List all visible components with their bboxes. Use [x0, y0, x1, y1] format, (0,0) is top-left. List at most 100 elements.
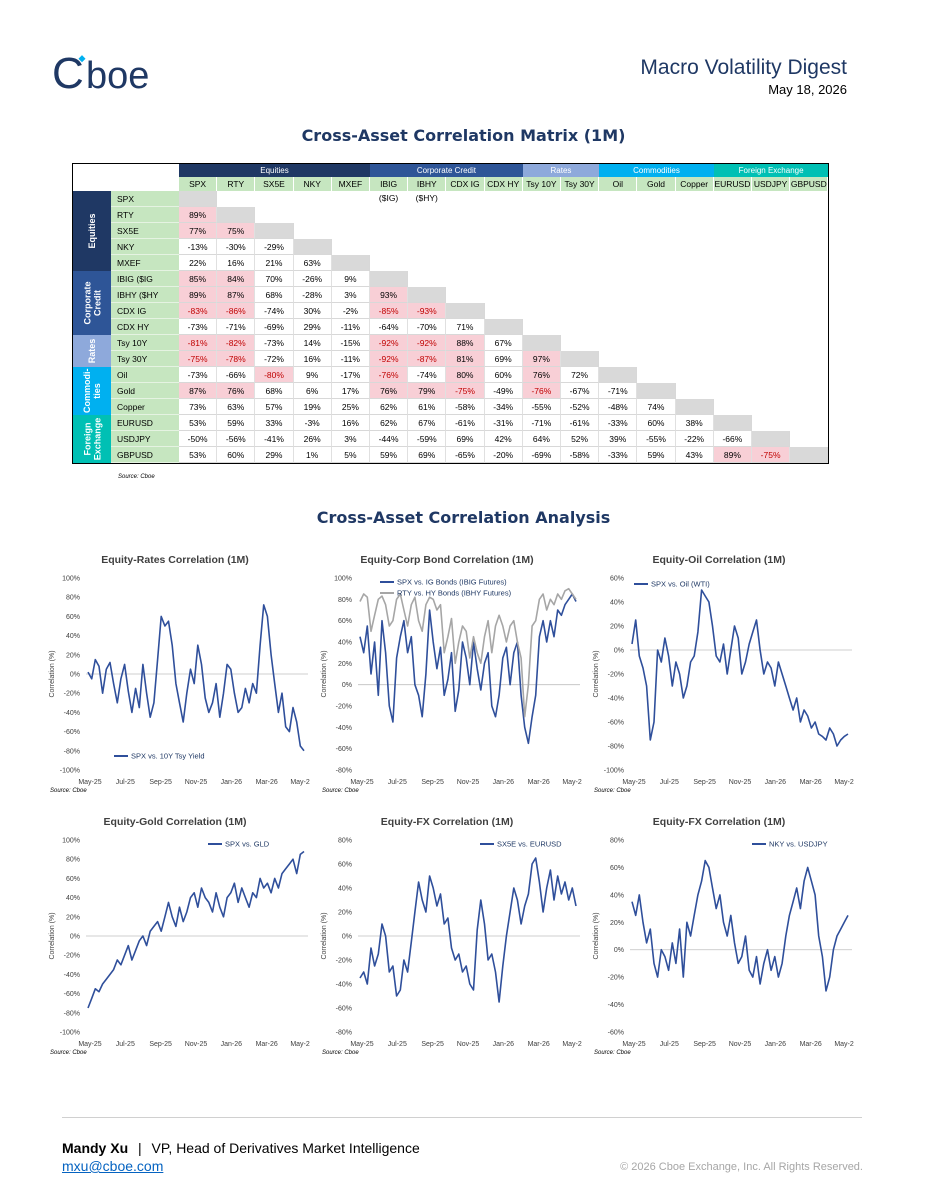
matrix-diagonal-cell — [561, 351, 600, 367]
y-tick-label: -60% — [336, 746, 352, 753]
group-header: Corporate Credit — [370, 164, 523, 177]
matrix-empty-cell — [676, 319, 714, 335]
matrix-cell: -61% — [446, 415, 485, 431]
column-header: CDX HY — [484, 177, 523, 191]
matrix-empty-cell — [561, 303, 599, 319]
matrix-empty-cell — [676, 287, 714, 303]
matrix-cell: 1% — [293, 447, 332, 463]
matrix-empty-cell — [714, 319, 752, 335]
matrix-cell: -52% — [561, 399, 600, 415]
matrix-cell: -76% — [522, 383, 561, 399]
matrix-empty-cell — [790, 319, 828, 335]
matrix-cell: -11% — [331, 351, 370, 367]
matrix-empty-cell — [523, 319, 561, 335]
matrix-cell: 53% — [179, 447, 218, 463]
matrix-cell: -70% — [408, 319, 447, 335]
matrix-cell: 76% — [370, 383, 409, 399]
group-band: Commodi- ties — [73, 367, 111, 415]
y-tick-label: -20% — [64, 691, 80, 698]
author-email-link[interactable]: mxu@cboe.com — [62, 1158, 164, 1174]
column-header: SX5E — [255, 177, 294, 191]
matrix-cell: -13% — [179, 239, 218, 255]
y-tick-label: -80% — [608, 744, 624, 751]
row-label: IBHY ($HY Bonds) — [111, 287, 179, 316]
matrix-empty-cell — [676, 207, 714, 223]
y-tick-label: 0% — [70, 672, 80, 679]
group-band-label: Commodi- ties — [82, 368, 102, 414]
y-tick-label: 40% — [338, 640, 352, 647]
x-tick-label: Jul-25 — [388, 1041, 407, 1048]
matrix-cell: -20% — [484, 447, 523, 463]
author-name: Mandy Xu — [62, 1140, 129, 1156]
matrix-empty-cell — [523, 255, 561, 271]
y-tick-label: -60% — [608, 1030, 624, 1037]
matrix-cell: -30% — [217, 239, 256, 255]
matrix-empty-cell — [408, 191, 446, 207]
matrix-cell: -67% — [561, 383, 600, 399]
matrix-cell: -31% — [484, 415, 523, 431]
matrix-empty-cell — [561, 287, 599, 303]
row-label: Oil — [111, 367, 179, 383]
matrix-empty-cell — [714, 303, 752, 319]
matrix-cell: -71% — [599, 383, 638, 399]
x-tick-label: May-25 — [350, 1041, 373, 1048]
row-label: RTY — [111, 207, 179, 223]
row-label: Tsy 10Y — [111, 335, 179, 351]
row-label: SX5E — [111, 223, 179, 239]
matrix-empty-cell — [752, 383, 790, 399]
x-tick-label: Mar-26 — [800, 1041, 822, 1048]
matrix-empty-cell — [637, 351, 675, 367]
matrix-empty-cell — [790, 431, 828, 447]
y-axis-label: Correlation (%) — [321, 650, 328, 697]
analysis-title: Cross-Asset Correlation Analysis — [316, 508, 611, 527]
x-tick-label: Sep-25 — [693, 1041, 716, 1048]
matrix-cell: 59% — [370, 447, 409, 463]
y-tick-label: -100% — [60, 768, 80, 775]
chart-svg: 100% 80% 60% 40% 20% 0% -20% -40% -60% -80% -100% C… — [49, 576, 310, 787]
matrix-empty-cell — [752, 415, 790, 431]
matrix-empty-cell — [294, 223, 332, 239]
matrix-cell: 74% — [637, 399, 676, 415]
matrix-cell: 53% — [179, 415, 218, 431]
matrix-empty-cell — [714, 239, 752, 255]
x-tick-label: Sep-25 — [693, 779, 716, 786]
y-tick-label: 40% — [610, 600, 624, 607]
group-band-label: Equities — [87, 213, 97, 249]
matrix-empty-cell — [523, 207, 561, 223]
matrix-empty-cell — [561, 239, 599, 255]
y-tick-label: 40% — [66, 633, 80, 640]
x-tick-label: May-26 — [834, 779, 854, 786]
matrix-cell: -73% — [255, 335, 294, 351]
matrix-cell: -49% — [484, 383, 523, 399]
matrix-diagonal-cell — [637, 383, 676, 399]
y-tick-label: 0% — [342, 682, 352, 689]
chart-svg: 80% 60% 40% 20% 0% -20% -40% -60% -80% Correlatio… — [321, 838, 582, 1049]
matrix-empty-cell — [790, 239, 828, 255]
matrix-cell: 63% — [293, 255, 332, 271]
series-line — [87, 604, 305, 752]
row-label: SPX — [111, 191, 179, 207]
matrix-cell: -64% — [370, 319, 409, 335]
matrix-cell: -33% — [599, 447, 638, 463]
matrix-cell: -78% — [217, 351, 256, 367]
y-tick-label: 0% — [614, 648, 624, 655]
matrix-empty-cell — [255, 191, 293, 207]
y-tick-label: -80% — [64, 1010, 80, 1017]
series-line — [359, 857, 577, 1003]
x-tick-label: Jan-26 — [493, 1041, 515, 1048]
x-tick-label: Nov-25 — [185, 1041, 208, 1048]
matrix-cell: 87% — [179, 383, 218, 399]
matrix-diagonal-cell — [179, 191, 218, 207]
matrix-cell: -59% — [408, 431, 447, 447]
author-title: VP, Head of Derivatives Market Intellige… — [151, 1140, 420, 1156]
x-tick-label: Nov-25 — [729, 779, 752, 786]
matrix-cell: -75% — [752, 447, 791, 463]
matrix-empty-cell — [752, 399, 790, 415]
matrix-cell: 33% — [255, 415, 294, 431]
matrix-empty-cell — [408, 271, 446, 287]
matrix-cell: -41% — [255, 431, 294, 447]
matrix-cell: 64% — [522, 431, 561, 447]
series-line — [87, 850, 305, 1009]
matrix-empty-cell — [332, 239, 370, 255]
matrix-cell: -66% — [217, 367, 256, 383]
